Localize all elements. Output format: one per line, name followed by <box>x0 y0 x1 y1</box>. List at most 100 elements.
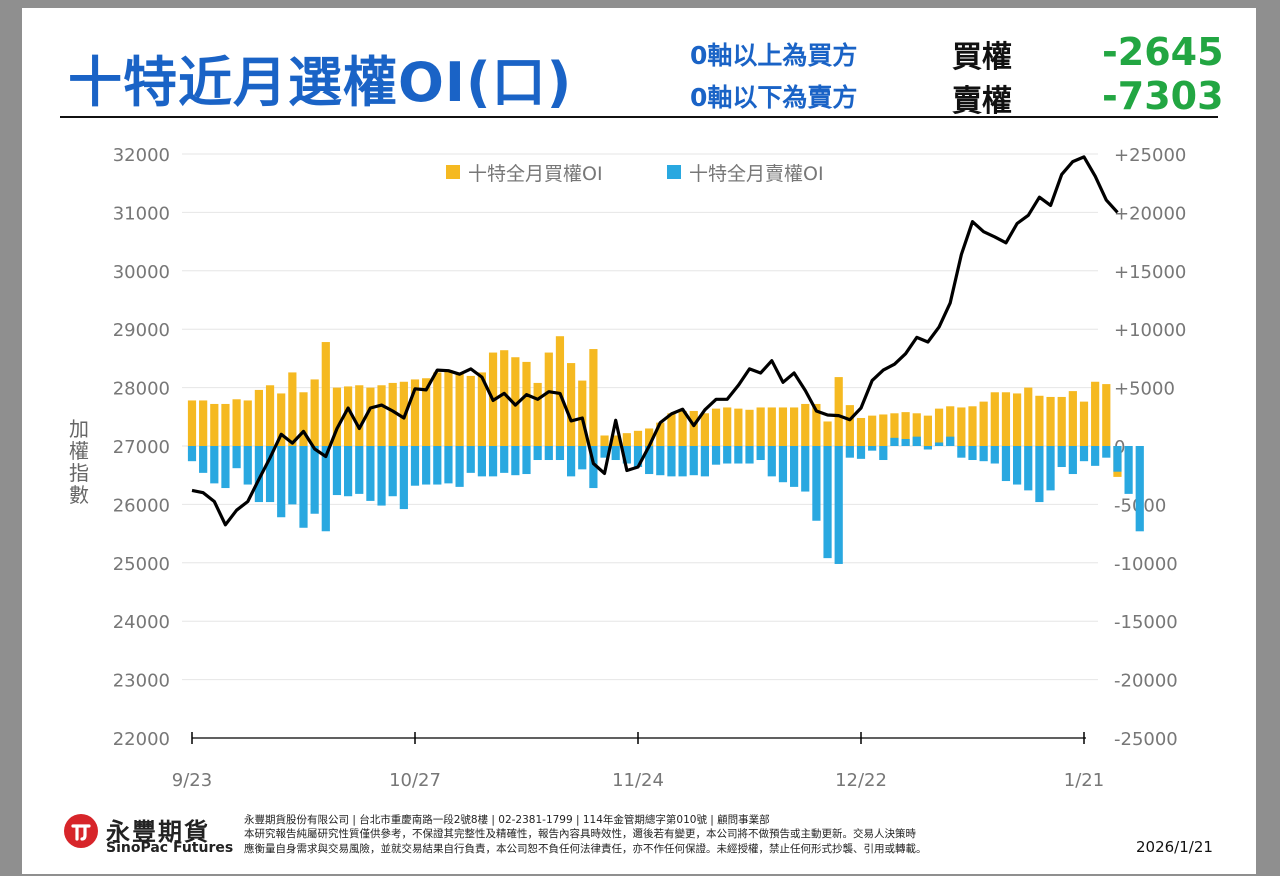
call-oi-bar <box>210 403 219 446</box>
put-oi-bar <box>734 446 743 464</box>
put-oi-bar <box>600 446 609 458</box>
call-oi-bar <box>199 400 208 446</box>
put-oi-bar <box>578 446 587 470</box>
put-oi-bar <box>845 446 854 458</box>
put-oi-bar <box>767 446 776 477</box>
call-oi-bar <box>767 407 776 446</box>
call-oi-bar <box>845 405 854 446</box>
put-oi-bar <box>366 446 375 501</box>
call-oi-bar <box>321 342 330 446</box>
put-oi-bar <box>277 446 286 518</box>
put-oi-bar <box>199 446 208 473</box>
put-oi-bar <box>555 446 565 461</box>
call-oi-bar <box>589 349 598 446</box>
call-oi-bar <box>990 392 999 446</box>
put-oi-bar <box>633 446 643 468</box>
call-oi-bar <box>310 379 319 446</box>
call-oi-bar <box>187 400 197 446</box>
right-tick-label: +10000 <box>1114 320 1186 341</box>
put-oi-bar <box>589 446 598 489</box>
put-oi-bar <box>299 446 308 528</box>
put-oi-bar <box>410 446 420 486</box>
put-oi-bar <box>1113 446 1122 472</box>
call-oi-bar <box>567 363 576 446</box>
put-oi-bar <box>221 446 230 489</box>
call-oi-bar <box>946 406 955 446</box>
index-series-line <box>191 155 1119 527</box>
right-tick-label: -20000 <box>1114 671 1178 692</box>
put-oi-bar <box>488 446 498 477</box>
put-oi-bar <box>1046 446 1055 491</box>
put-oi-bar <box>377 446 386 506</box>
call-oi-bar <box>1035 395 1044 446</box>
call-oi-bar <box>633 430 643 446</box>
right-tick-label: -10000 <box>1114 554 1178 575</box>
right-tick-label: -15000 <box>1114 612 1178 633</box>
put-oi-bar <box>1024 446 1033 491</box>
call-oi-bar <box>455 372 464 446</box>
call-oi-bar <box>901 412 910 446</box>
call-oi-bar <box>734 408 743 446</box>
call-oi-bar <box>355 385 364 446</box>
call-oi-bar <box>1079 401 1089 446</box>
call-oi-bar <box>366 387 375 446</box>
put-oi-bar <box>444 446 453 484</box>
legend-call-swatch <box>446 165 460 179</box>
call-oi-bar <box>868 415 877 446</box>
call-oi-bar <box>823 421 832 446</box>
left-tick-label: 27000 <box>113 437 170 458</box>
put-oi-bar <box>790 446 799 487</box>
call-oi-bar <box>600 435 609 446</box>
put-oi-bar <box>901 438 910 446</box>
put-oi-bar <box>611 446 620 461</box>
x-tick-label: 11/24 <box>612 770 664 791</box>
call-oi-bar <box>578 380 587 446</box>
put-oi-bar <box>1079 446 1089 462</box>
call-oi-bar <box>700 413 709 446</box>
put-label: 賣權 <box>952 84 1012 119</box>
put-oi-bar <box>511 446 520 476</box>
put-oi-bar <box>1035 446 1044 503</box>
left-tick-label: 30000 <box>113 262 170 283</box>
put-oi-bar <box>934 442 944 446</box>
put-oi-bar <box>477 446 486 477</box>
put-oi-bar <box>812 446 821 521</box>
put-oi-bar <box>1001 446 1011 482</box>
x-tick-label: 12/22 <box>835 770 887 791</box>
right-tick-label: +5000 <box>1114 379 1175 400</box>
call-oi-bar <box>433 372 442 446</box>
left-tick-label: 23000 <box>113 671 170 692</box>
put-oi-bar <box>689 446 698 476</box>
put-oi-bar <box>288 446 297 505</box>
call-oi-bar <box>1024 387 1033 446</box>
put-oi-bar <box>388 446 397 497</box>
call-oi-bar <box>254 389 263 446</box>
call-oi-bar <box>444 370 453 446</box>
call-oi-bar <box>277 393 286 446</box>
call-oi-bar <box>957 407 966 446</box>
call-oi-bar <box>221 403 230 446</box>
put-oi-bar <box>1068 446 1077 475</box>
put-oi-bar <box>957 446 966 458</box>
put-oi-bar <box>868 446 877 451</box>
call-oi-bar <box>522 361 531 446</box>
put-oi-bar <box>667 446 676 477</box>
x-tick-label: 10/27 <box>389 770 441 791</box>
call-oi-bar <box>745 409 754 446</box>
put-oi-bar <box>210 446 219 484</box>
footer-disclaimer-1: 本研究報告純屬研究性質僅供參考，不保證其完整性及精確性，報告內容具時效性，邇後若… <box>244 828 916 840</box>
put-oi-bar <box>1013 446 1022 485</box>
call-oi-bar <box>934 408 944 446</box>
left-tick-label: 29000 <box>113 320 170 341</box>
put-oi-bar <box>879 446 888 461</box>
call-oi-bar <box>611 435 620 446</box>
call-oi-bar <box>466 375 475 446</box>
legend-put-label: 十特全月賣權OI <box>689 163 824 185</box>
report-card: 十特近月選權OI(口) 0軸以上為買方 0軸以下為賣方 買權 賣權 -2645 … <box>22 8 1256 874</box>
put-oi-bar <box>433 446 442 485</box>
header-divider <box>60 116 1218 118</box>
put-oi-bar <box>1102 446 1111 458</box>
call-oi-bar <box>511 357 520 446</box>
put-oi-bar <box>533 446 542 461</box>
call-oi-bar <box>711 408 721 446</box>
